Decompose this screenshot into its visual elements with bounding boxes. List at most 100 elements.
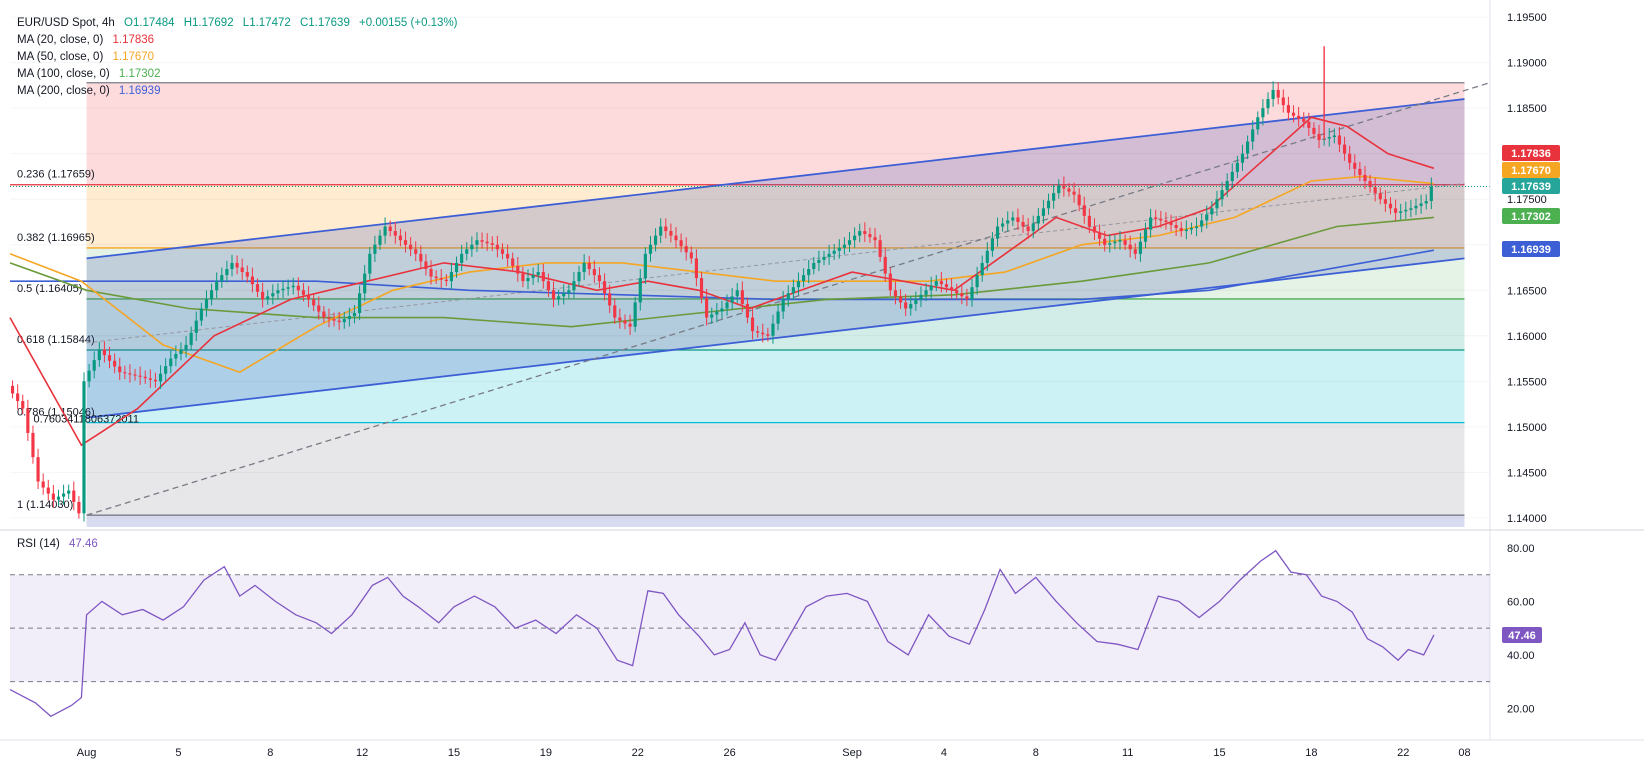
candle-body [1006, 220, 1010, 224]
candle-body [1419, 203, 1423, 206]
candle-body [240, 267, 244, 273]
candle-body [516, 265, 520, 274]
candle-body [1383, 199, 1387, 204]
candle-body [955, 290, 959, 294]
candle-body [1235, 162, 1239, 172]
candle-body [383, 226, 387, 236]
candle-body [16, 393, 20, 402]
ohlc-high: H1.17692 [183, 17, 234, 29]
candle-body [296, 285, 300, 291]
candle-body [1149, 217, 1153, 230]
time-tick-3: 12 [356, 747, 368, 759]
candle-body [475, 240, 479, 245]
fib-label-5: 1 (1.14030) [17, 499, 73, 511]
candle-body [352, 313, 357, 317]
ma50-value: 1.17670 [112, 51, 155, 63]
price-tick-10: 1.14500 [1507, 467, 1547, 479]
candle-body [837, 247, 841, 251]
candle-body [500, 249, 505, 254]
candle-body [97, 349, 101, 361]
candle-body [694, 258, 698, 279]
candle-body [485, 241, 489, 244]
rsi-value: 47.46 [69, 538, 98, 550]
candle-body [1164, 220, 1168, 222]
candle-body [654, 235, 658, 245]
candle-body [965, 296, 969, 300]
fib-zone-0 [86, 82, 1465, 185]
candle-body [250, 276, 254, 285]
price-tick-7: 1.16000 [1507, 331, 1547, 343]
candle-body [531, 275, 535, 279]
candle-body [1123, 240, 1127, 245]
candle-body [41, 481, 45, 488]
candle-body [802, 275, 806, 282]
candle-body [506, 253, 510, 259]
candle-body [378, 235, 382, 245]
candle-body [1399, 211, 1403, 213]
candle-body [1368, 181, 1372, 188]
price-tag-0 [1502, 145, 1560, 161]
candle-body [1001, 223, 1005, 227]
candle-body [1036, 215, 1040, 224]
candle-body [72, 490, 76, 502]
time-tick-9: 4 [941, 747, 947, 759]
ma200-label: MA (200, close, 0) [17, 85, 110, 97]
fib-label-2: 0.5 (1.16405) [17, 283, 82, 295]
candle-body [77, 501, 81, 514]
price-tag-text-0: 1.17836 [1511, 148, 1551, 160]
candle-body [271, 293, 275, 297]
candle-body [1194, 226, 1199, 229]
candle-body [832, 250, 836, 254]
candle-body [730, 296, 734, 303]
candle-body [602, 281, 607, 294]
time-tick-2: 8 [267, 747, 273, 759]
candle-body [776, 311, 780, 324]
candle-body [659, 226, 663, 236]
candle-body [1251, 129, 1255, 142]
ohlc-low: L1.17472 [242, 17, 291, 29]
candle-body [1077, 194, 1081, 206]
candle-body [67, 490, 71, 494]
candle-body [322, 311, 326, 318]
candle-body [281, 288, 285, 291]
candle-body [888, 273, 892, 291]
candle-body [995, 226, 1000, 239]
candle-body [1312, 127, 1316, 134]
candle-body [715, 311, 719, 315]
candle-body [306, 294, 311, 300]
candle-body [796, 281, 801, 288]
candle-body [868, 234, 872, 238]
candle-body [1256, 117, 1260, 130]
time-tick-6: 22 [632, 747, 644, 759]
candle-body [1128, 244, 1132, 250]
candle-body [1220, 190, 1224, 200]
candle-body [414, 249, 418, 254]
candle-body [490, 243, 494, 245]
candle-body [1225, 181, 1229, 191]
ma50-line [9, 175, 1434, 374]
candle-body [133, 374, 137, 376]
candle-body [327, 317, 331, 320]
candle-body [745, 303, 750, 318]
candle-body [771, 323, 775, 336]
price-tag-text-2: 1.17639 [1511, 181, 1551, 193]
time-tick-10: 8 [1033, 747, 1039, 759]
candle-body [1281, 97, 1285, 106]
candle-body [791, 287, 795, 294]
candle-body [847, 240, 852, 245]
candle-body [87, 370, 91, 382]
candle-body [164, 366, 168, 374]
price-tick-2: 1.18500 [1507, 103, 1547, 115]
price-tag-3 [1502, 208, 1560, 224]
candle-body [434, 276, 438, 279]
candle-body [82, 381, 86, 514]
candle-body [266, 296, 270, 300]
candle-body [1098, 232, 1102, 239]
candle-body [51, 493, 55, 500]
ma20-value: 1.17836 [112, 34, 155, 46]
candle-body [10, 385, 15, 394]
candle-body [102, 349, 106, 356]
candle-body [1388, 203, 1393, 209]
candle-body [143, 376, 147, 379]
